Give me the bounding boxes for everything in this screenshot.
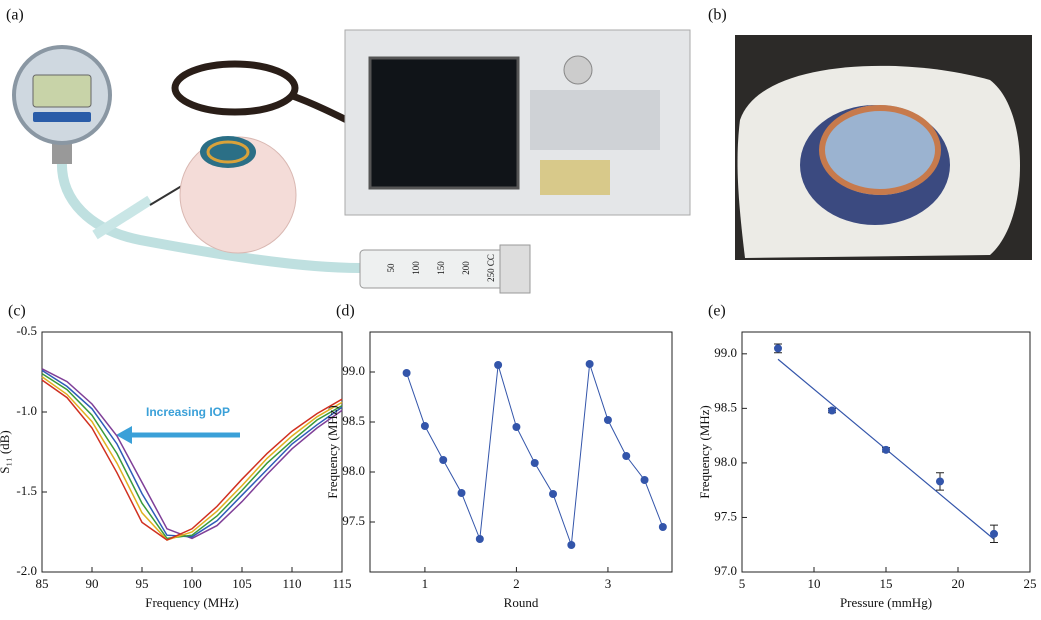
x-tick-label: 85 — [36, 576, 49, 591]
data-point — [402, 369, 411, 377]
syringe-mark: 150 — [436, 261, 446, 275]
data-line — [41, 376, 343, 541]
y-axis-label: Frequency (MHz) — [697, 405, 712, 499]
y-tick-label: -2.0 — [16, 563, 37, 578]
data-point — [585, 360, 594, 368]
y-tick-label: -1.0 — [16, 403, 37, 418]
annotation-arrow — [116, 426, 132, 444]
x-tick-label: 110 — [282, 576, 301, 591]
data-line — [41, 369, 343, 538]
data-line — [41, 372, 343, 540]
data-point — [457, 489, 466, 497]
x-axis-label: Pressure (mmHg) — [840, 595, 932, 610]
plot-frame — [369, 331, 673, 573]
y-axis-label: Frequency (MHz) — [325, 405, 340, 499]
data-point — [512, 423, 521, 431]
panel-label: (c) — [8, 303, 26, 320]
x-tick-label: 2 — [513, 576, 520, 591]
panel-label: (e) — [708, 303, 726, 320]
y-tick-label: 98.0 — [714, 454, 737, 469]
x-tick-label: 20 — [952, 576, 965, 591]
data-point — [439, 456, 448, 464]
x-tick-label: 1 — [422, 576, 429, 591]
data-point — [882, 445, 890, 454]
y-tick-label: 97.0 — [714, 563, 737, 578]
x-tick-label: 3 — [605, 576, 612, 591]
syringe-mark: 50 — [386, 263, 396, 273]
y-tick-label: 99.0 — [714, 345, 737, 360]
x-tick-label: 15 — [880, 576, 893, 591]
syringe-mark: 200 — [461, 261, 471, 275]
data-point — [494, 361, 503, 369]
data-point — [640, 476, 649, 484]
x-axis-label: Round — [504, 595, 539, 610]
data-point — [658, 523, 667, 531]
eye-photo — [735, 35, 1032, 260]
y-tick-label: 98.0 — [342, 463, 365, 478]
data-point — [420, 422, 429, 430]
x-tick-label: 100 — [182, 576, 202, 591]
y-tick-label: 98.5 — [714, 399, 737, 414]
y-tick-label: -1.5 — [16, 483, 37, 498]
y-tick-label: 99.0 — [342, 363, 365, 378]
panel-label: (b) — [708, 7, 727, 24]
data-point — [828, 406, 836, 415]
y-tick-label: 97.5 — [714, 508, 737, 523]
data-line — [41, 368, 343, 540]
x-tick-label: 90 — [86, 576, 99, 591]
y-tick-label: 97.5 — [342, 513, 365, 528]
annotation: Increasing IOP — [146, 405, 230, 419]
syringe-scale: 50 100 150 200 250 CC — [386, 254, 496, 282]
data-point — [567, 541, 576, 549]
syringe-mark: 100 — [411, 261, 421, 275]
x-tick-label: 25 — [1024, 576, 1037, 591]
data-point — [475, 535, 484, 543]
data-line — [41, 379, 343, 541]
data-point — [936, 477, 944, 486]
data-point — [530, 459, 539, 467]
x-tick-label: 115 — [332, 576, 351, 591]
x-axis-label: Frequency (MHz) — [145, 595, 239, 610]
y-axis-label: S₁₁ (dB) — [0, 430, 12, 473]
x-tick-label: 5 — [739, 576, 746, 591]
data-point — [622, 452, 631, 460]
panel-label: (a) — [6, 7, 24, 24]
syringe-mark: 250 CC — [486, 254, 496, 282]
data-point — [774, 344, 782, 353]
y-tick-label: 98.5 — [342, 413, 365, 428]
x-tick-label: 10 — [808, 576, 821, 591]
setup-illustration — [12, 29, 691, 294]
data-point — [603, 416, 612, 424]
x-tick-label: 95 — [136, 576, 149, 591]
x-tick-label: 105 — [232, 576, 252, 591]
panel-label: (d) — [336, 303, 355, 320]
data-point — [549, 490, 558, 498]
y-tick-label: -0.5 — [16, 323, 37, 338]
data-point — [990, 529, 998, 538]
